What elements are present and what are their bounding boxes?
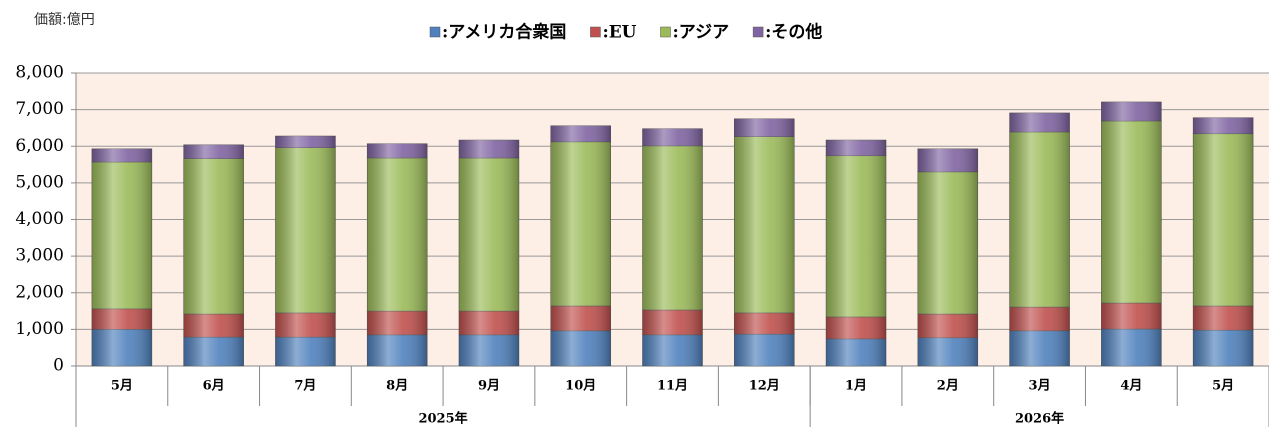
bar-shine	[826, 155, 887, 317]
y-tick-label: 3,000	[15, 246, 64, 266]
bar-shine	[275, 337, 336, 366]
bar-shine	[458, 157, 519, 312]
legend-label: :EU	[602, 23, 636, 43]
x-tick-label: 4月	[1120, 379, 1142, 394]
bar-shine	[826, 140, 887, 156]
y-tick-label: 5,000	[15, 172, 64, 192]
y-tick-label: 8,000	[15, 63, 64, 83]
bar-shine	[275, 147, 336, 313]
bar-shine	[275, 312, 336, 338]
bar-shine	[458, 140, 519, 158]
bar-shine	[1009, 307, 1070, 331]
x-tick-label: 5月	[1212, 379, 1234, 394]
bar-shine	[826, 338, 887, 366]
bar-shine	[275, 135, 336, 148]
bar-shine	[1193, 330, 1254, 366]
bar-shine	[734, 312, 795, 335]
bar-shine	[458, 334, 519, 366]
bar-shine	[91, 329, 152, 366]
bar-shine	[550, 141, 611, 306]
bar-shine	[458, 311, 519, 335]
bar-shine	[734, 334, 795, 366]
bar-shine	[183, 313, 244, 338]
bar-shine	[1009, 112, 1070, 132]
bar-shine	[1193, 305, 1254, 331]
bar-shine	[91, 148, 152, 162]
bar-shine	[1101, 101, 1162, 121]
x-tick-label: 10月	[565, 379, 596, 394]
y-tick-label: 2,000	[15, 282, 64, 302]
legend-label: :その他	[765, 22, 822, 43]
y-tick-label: 6,000	[15, 136, 64, 156]
bar-shine	[183, 144, 244, 159]
legend-swatch	[752, 26, 764, 38]
x-tick-label: 5月	[111, 379, 133, 394]
bar-shine	[826, 316, 887, 339]
bar-shine	[1101, 120, 1162, 304]
bar-shine	[734, 118, 795, 137]
y-tick-label: 7,000	[15, 99, 64, 119]
legend-swatch	[590, 26, 601, 38]
x-tick-label: 1月	[845, 379, 867, 394]
bar-shine	[734, 136, 795, 313]
bar-shine	[550, 330, 611, 366]
bar-shine	[917, 313, 978, 338]
bar-shine	[367, 143, 428, 158]
x-tick-label: 7月	[294, 379, 316, 394]
bar-shine	[642, 128, 703, 146]
legend-label: :アジア	[673, 23, 730, 43]
bar-shine	[1009, 131, 1070, 308]
group-label: 2025年	[418, 411, 467, 427]
y-tick-label: 1,000	[15, 319, 64, 339]
x-tick-label: 2月	[937, 379, 959, 394]
x-tick-label: 6月	[203, 379, 225, 394]
bar-shine	[1009, 330, 1070, 366]
bar-shine	[367, 157, 428, 312]
bar-shine	[91, 308, 152, 330]
y-axis-label: 価額:億円	[34, 12, 95, 28]
bar-shine	[917, 148, 978, 172]
bar-shine	[550, 125, 611, 142]
group-label: 2026年	[1015, 411, 1064, 427]
bar-shine	[367, 334, 428, 366]
y-tick-label: 4,000	[15, 209, 64, 229]
bar-shine	[91, 161, 152, 309]
bar-shine	[367, 311, 428, 335]
x-tick-label: 3月	[1029, 379, 1051, 394]
bar-shine	[1193, 133, 1254, 306]
bar-shine	[183, 158, 244, 314]
legend-swatch	[660, 26, 671, 38]
bar-shine	[917, 171, 978, 314]
bar-shine	[1101, 303, 1162, 330]
bar-shine	[642, 145, 703, 310]
x-tick-label: 8月	[386, 379, 408, 394]
x-tick-label: 12月	[749, 379, 780, 394]
x-tick-label: 11月	[657, 379, 688, 394]
x-tick-label: 9月	[478, 379, 500, 394]
bar-shine	[1193, 117, 1254, 134]
legend-swatch	[429, 26, 441, 38]
y-tick-label: 0	[53, 356, 64, 376]
bar-shine	[1101, 329, 1162, 366]
bar-shine	[642, 309, 703, 335]
bar-shine	[550, 305, 611, 331]
legend-label: :アメリカ合衆国	[442, 22, 566, 43]
bar-shine	[183, 337, 244, 366]
bar-shine	[917, 337, 978, 366]
bar-shine	[642, 334, 703, 366]
